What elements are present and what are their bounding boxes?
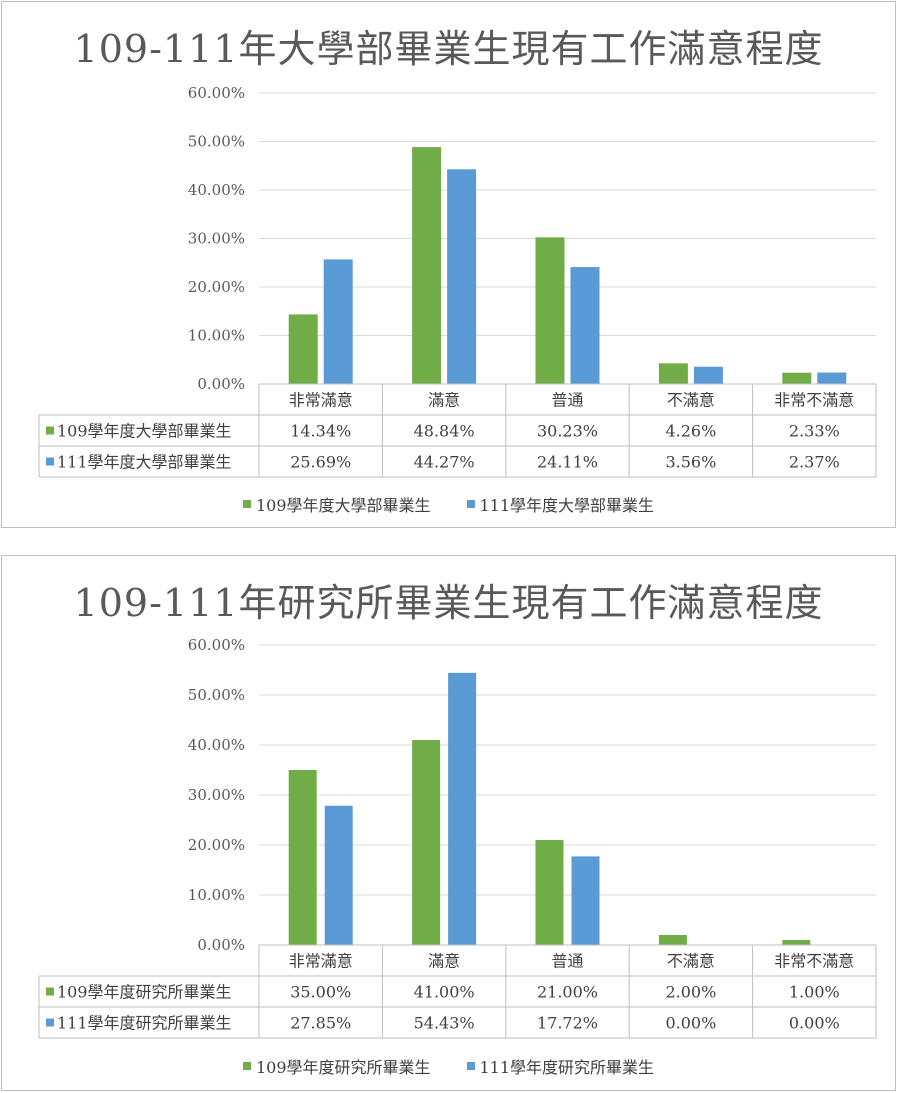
bar	[817, 372, 847, 384]
legend-item-series-a: 109學年度研究所畢業生	[242, 1054, 431, 1078]
data-label: 3.56%	[665, 453, 716, 472]
legend-item-series-b: 111學年度大學部畢業生	[466, 492, 655, 516]
series-row-label: 109學年度大學部畢業生	[57, 422, 232, 441]
legend-swatch-blue	[466, 1062, 475, 1070]
series-row-label: 109學年度研究所畢業生	[57, 983, 232, 1002]
data-label: 25.69%	[290, 453, 351, 472]
data-label: 2.33%	[789, 422, 840, 441]
category-label: 非常不滿意	[774, 952, 854, 971]
chart-legend: 109學年度研究所畢業生 111學年度研究所畢業生	[2, 1054, 895, 1078]
data-label: 1.00%	[789, 983, 840, 1002]
bar	[782, 372, 812, 384]
y-tick-label: 10.00%	[188, 327, 245, 345]
category-label: 普通	[551, 952, 583, 971]
series-row-label: 111學年度研究所畢業生	[57, 1014, 232, 1033]
data-label: 21.00%	[537, 983, 598, 1002]
category-label: 非常滿意	[289, 391, 353, 410]
bar	[535, 237, 565, 384]
y-tick-label: 60.00%	[188, 84, 245, 102]
legend-label: 109學年度研究所畢業生	[255, 1058, 431, 1077]
legend-label: 111學年度研究所畢業生	[479, 1058, 655, 1077]
chart-legend: 109學年度大學部畢業生 111學年度大學部畢業生	[2, 492, 895, 516]
data-label: 2.00%	[665, 983, 716, 1002]
y-tick-label: 20.00%	[188, 278, 245, 296]
row-legend-key	[46, 987, 54, 996]
row-legend-key	[46, 457, 54, 466]
undergrad-chart-panel: 109-111年大學部畢業生現有工作滿意程度 0.00% 10.00% 20.00%…	[1, 1, 896, 528]
bar	[323, 259, 353, 384]
legend-item-series-a: 109學年度大學部畢業生	[242, 492, 431, 516]
chart-title: 109-111年研究所畢業生現有工作滿意程度	[73, 581, 824, 625]
y-tick-label: 20.00%	[188, 836, 245, 854]
graduate-bar-chart: 0.00% 10.00% 20.00% 30.00% 40.00% 50.00% 60.00…	[38, 636, 877, 1039]
bar	[412, 147, 442, 384]
data-label: 0.00%	[789, 1014, 840, 1033]
category-label: 非常不滿意	[774, 391, 854, 410]
bar	[448, 672, 477, 945]
bar	[324, 805, 353, 945]
chart-title: 109-111年大學部畢業生現有工作滿意程度	[73, 27, 824, 71]
category-label: 不滿意	[667, 391, 715, 410]
bar	[412, 740, 441, 945]
bar	[288, 314, 318, 384]
data-label: 27.85%	[290, 1014, 351, 1033]
y-tick-label: 60.00%	[188, 636, 245, 654]
data-label: 41.00%	[414, 983, 475, 1002]
bar	[288, 770, 317, 945]
category-label: 不滿意	[667, 952, 715, 971]
data-label: 48.84%	[414, 422, 475, 441]
y-tick-label: 50.00%	[188, 686, 245, 704]
bar	[658, 935, 687, 945]
data-label: 54.43%	[414, 1014, 475, 1033]
category-label: 滿意	[428, 391, 460, 410]
bar	[571, 856, 600, 945]
bar	[782, 940, 811, 945]
data-label: 35.00%	[290, 983, 351, 1002]
row-legend-key	[46, 1018, 54, 1027]
y-tick-label: 30.00%	[188, 786, 245, 804]
graduate-chart-panel: 109-111年研究所畢業生現有工作滿意程度 0.00% 10.00% 20.00%…	[1, 555, 896, 1091]
legend-label: 109學年度大學部畢業生	[255, 496, 431, 515]
bar	[658, 363, 688, 384]
category-label: 滿意	[428, 952, 460, 971]
y-tick-label: 40.00%	[188, 181, 245, 199]
series-row-label: 111學年度大學部畢業生	[57, 453, 232, 472]
undergrad-bar-chart: 0.00% 10.00% 20.00% 30.00% 40.00% 50.00% 60.00…	[38, 84, 877, 478]
bar	[570, 267, 600, 384]
y-tick-label: 0.00%	[197, 375, 245, 393]
legend-swatch-green	[242, 1062, 251, 1070]
bar	[447, 169, 477, 384]
data-label: 44.27%	[414, 453, 475, 472]
y-tick-label: 30.00%	[188, 230, 245, 248]
data-label: 24.11%	[537, 453, 598, 472]
legend-swatch-blue	[466, 500, 475, 508]
y-tick-label: 40.00%	[188, 736, 245, 754]
legend-label: 111學年度大學部畢業生	[479, 496, 655, 515]
y-tick-label: 50.00%	[188, 133, 245, 151]
y-tick-label: 10.00%	[188, 886, 245, 904]
data-label: 30.23%	[537, 422, 598, 441]
data-label: 14.34%	[290, 422, 351, 441]
data-label: 0.00%	[665, 1014, 716, 1033]
data-label: 4.26%	[665, 422, 716, 441]
y-tick-label: 0.00%	[197, 936, 245, 954]
legend-item-series-b: 111學年度研究所畢業生	[466, 1054, 655, 1078]
row-legend-key	[46, 426, 54, 435]
data-label: 17.72%	[537, 1014, 598, 1033]
category-label: 非常滿意	[289, 952, 353, 971]
legend-swatch-green	[242, 500, 251, 508]
bar	[535, 840, 564, 945]
bar	[693, 366, 723, 384]
category-label: 普通	[551, 391, 583, 410]
data-label: 2.37%	[789, 453, 840, 472]
